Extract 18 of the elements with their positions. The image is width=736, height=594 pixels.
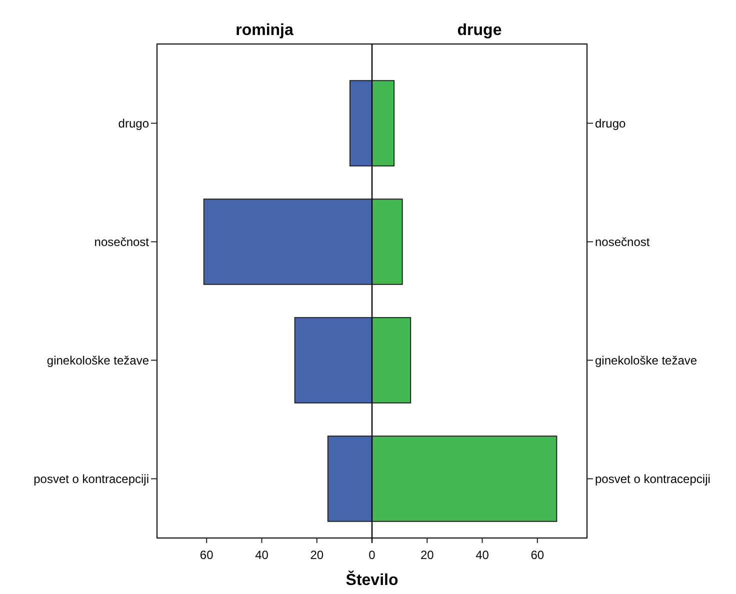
- y-tick-label: nosečnost: [595, 234, 650, 249]
- y-tick-label: nosečnost: [94, 234, 150, 249]
- chart-title: druge: [457, 22, 502, 39]
- x-tick-label: 20: [310, 548, 324, 562]
- y-tick-label: ginekološke težave: [46, 353, 150, 368]
- y-tick-label: posvet o kontracepciji: [595, 472, 710, 486]
- y-tick-label: posvet o kontracepciji: [34, 472, 149, 486]
- y-tick-label: ginekološke težave: [595, 353, 698, 368]
- x-tick-label: 40: [476, 548, 490, 562]
- x-tick-label: 60: [200, 548, 214, 562]
- x-tick-label: 60: [530, 548, 544, 562]
- x-tick-label: 0: [368, 548, 376, 562]
- x-tick-label: 20: [420, 548, 434, 562]
- x-axis-title: Število: [346, 570, 398, 589]
- y-tick-label: drugo: [595, 116, 626, 130]
- x-tick-label: 40: [255, 548, 269, 562]
- y-tick-label: drugo: [118, 116, 150, 130]
- chart-title: rominja: [236, 22, 294, 39]
